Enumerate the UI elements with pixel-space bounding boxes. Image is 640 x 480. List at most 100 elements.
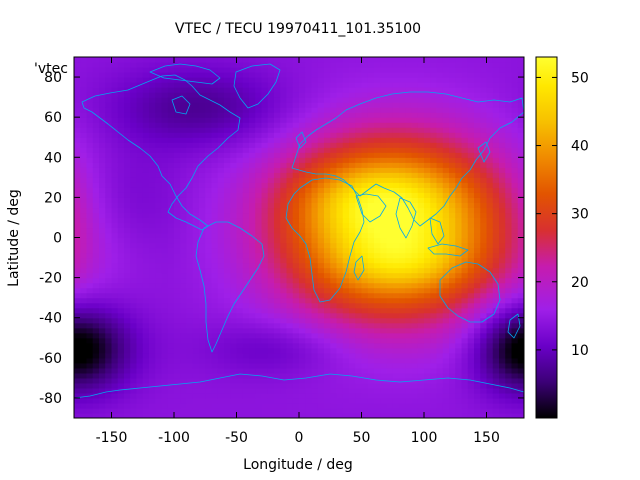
heatmap-cell	[455, 332, 463, 339]
heatmap-cell	[136, 297, 144, 304]
heatmap-cell	[355, 227, 363, 234]
heatmap-cell	[167, 147, 175, 153]
heatmap-cell	[374, 112, 381, 118]
heatmap-cell	[417, 342, 425, 349]
heatmap-cell	[505, 332, 513, 339]
heatmap-cell	[286, 382, 294, 389]
heatmap-cell	[180, 172, 188, 178]
heatmap-cell	[392, 97, 400, 103]
heatmap-cell	[405, 332, 413, 339]
heatmap-cell	[311, 352, 319, 359]
heatmap-cell	[299, 107, 306, 113]
heatmap-cell	[449, 67, 456, 73]
heatmap-cell	[199, 407, 206, 414]
heatmap-cell	[436, 297, 444, 304]
heatmap-cell	[386, 302, 394, 309]
heatmap-cell	[349, 137, 356, 143]
heatmap-cell	[499, 192, 506, 198]
heatmap-cell	[124, 192, 131, 198]
heatmap-cell	[124, 262, 131, 269]
heatmap-cell	[317, 102, 325, 108]
heatmap-cell	[480, 377, 488, 384]
heatmap-cell	[161, 397, 169, 404]
heatmap-cell	[99, 157, 106, 163]
heatmap-cell	[274, 162, 281, 168]
heatmap-cell	[336, 107, 344, 113]
heatmap-cell	[192, 362, 200, 369]
heatmap-cell	[261, 77, 269, 83]
heatmap-cell	[480, 302, 488, 309]
heatmap-cell	[124, 242, 131, 249]
heatmap-cell	[199, 317, 206, 324]
heatmap-cell	[461, 187, 469, 193]
heatmap-cell	[317, 402, 325, 409]
heatmap-cell	[142, 97, 150, 103]
heatmap-cell	[305, 62, 313, 68]
heatmap-cell	[149, 82, 156, 88]
heatmap-cell	[299, 257, 306, 264]
heatmap-cell	[180, 97, 188, 103]
heatmap-cell	[286, 137, 294, 143]
heatmap-cell	[436, 237, 444, 244]
heatmap-cell	[355, 217, 363, 224]
heatmap-cell	[167, 212, 175, 219]
heatmap-cell	[136, 367, 144, 374]
heatmap-cell	[111, 397, 119, 404]
heatmap-cell	[424, 167, 431, 173]
heatmap-cell	[399, 142, 406, 148]
heatmap-cell	[467, 287, 475, 294]
heatmap-cell	[311, 362, 319, 369]
heatmap-cell	[261, 367, 269, 374]
heatmap-cell	[261, 347, 269, 354]
heatmap-cell	[349, 282, 356, 289]
heatmap-cell	[274, 337, 281, 344]
heatmap-cell	[386, 142, 394, 148]
heatmap-cell	[349, 232, 356, 239]
heatmap-cell	[324, 272, 331, 279]
heatmap-cell	[492, 227, 500, 234]
heatmap-cell	[274, 177, 281, 183]
heatmap-cell	[311, 232, 319, 239]
heatmap-cell	[236, 97, 244, 103]
heatmap-cell	[442, 287, 450, 294]
heatmap-cell	[411, 142, 419, 148]
heatmap-cell	[392, 262, 400, 269]
heatmap-cell	[355, 257, 363, 264]
heatmap-cell	[286, 412, 294, 418]
heatmap-cell	[86, 247, 94, 254]
heatmap-cell	[374, 167, 381, 173]
heatmap-cell	[442, 92, 450, 98]
heatmap-cell	[486, 92, 494, 98]
heatmap-cell	[436, 242, 444, 249]
heatmap-cell	[205, 327, 213, 334]
heatmap-cell	[417, 262, 425, 269]
heatmap-cell	[311, 117, 319, 123]
heatmap-cell	[436, 82, 444, 88]
heatmap-cell	[467, 372, 475, 379]
heatmap-cell	[417, 272, 425, 279]
heatmap-cell	[324, 352, 331, 359]
heatmap-cell	[392, 412, 400, 418]
heatmap-cell	[236, 267, 244, 274]
heatmap-cell	[367, 287, 375, 294]
heatmap-cell	[299, 147, 306, 153]
heatmap-cell	[292, 97, 300, 103]
heatmap-cell	[505, 377, 513, 384]
heatmap-cell	[442, 182, 450, 188]
heatmap-cell	[92, 202, 100, 209]
heatmap-cell	[286, 182, 294, 188]
heatmap-cell	[130, 342, 138, 349]
heatmap-cell	[342, 272, 350, 279]
heatmap-cell	[374, 282, 381, 289]
heatmap-cell	[436, 367, 444, 374]
heatmap-cell	[192, 107, 200, 113]
heatmap-cell	[149, 187, 156, 193]
heatmap-cell	[436, 107, 444, 113]
heatmap-cell	[430, 142, 438, 148]
heatmap-cell	[274, 252, 281, 259]
heatmap-cell	[311, 367, 319, 374]
heatmap-cell	[492, 262, 500, 269]
heatmap-cell	[499, 117, 506, 123]
heatmap-cell	[242, 322, 250, 329]
heatmap-cell	[374, 247, 381, 254]
